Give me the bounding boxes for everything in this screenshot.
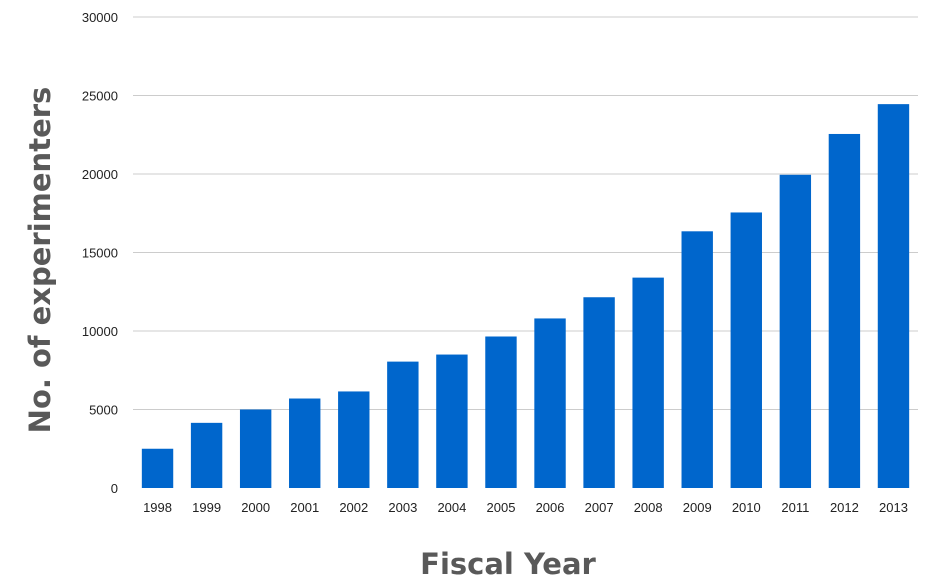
bar-2010 (730, 212, 762, 488)
bar-2011 (779, 174, 812, 488)
x-tick-label: 2008 (634, 500, 663, 515)
bar-1999 (190, 422, 223, 488)
bar-1998 (141, 448, 174, 488)
x-tick-label: 1998 (143, 500, 172, 515)
y-tick-label: 5000 (89, 403, 118, 418)
bar-2009 (681, 231, 713, 488)
y-axis-title: No. of experimenters (23, 87, 57, 434)
x-axis-ticks: 1998 1999 2000 2001 2002 2003 2004 2005 2006 2007… (143, 500, 908, 515)
x-tick-label: 2003 (388, 500, 417, 515)
y-axis-ticks: 0 5000 10000 15000 20000 25000 30000 (82, 10, 118, 496)
x-tick-label: 1999 (192, 500, 221, 515)
bar-2006 (534, 318, 566, 488)
x-tick-label: 2005 (487, 500, 516, 515)
y-tick-label: 20000 (82, 167, 118, 182)
bar-2000 (239, 409, 272, 488)
bar-2008 (632, 277, 664, 488)
x-tick-label: 2010 (732, 500, 761, 515)
y-tick-label: 15000 (82, 246, 118, 261)
x-tick-label: 2001 (290, 500, 319, 515)
y-tick-label: 10000 (82, 324, 118, 339)
bars (141, 104, 910, 488)
x-tick-label: 2013 (879, 500, 908, 515)
x-tick-label: 2006 (536, 500, 565, 515)
y-tick-label: 0 (111, 481, 118, 496)
x-tick-label: 2011 (781, 500, 809, 515)
x-tick-label: 2000 (241, 500, 270, 515)
x-tick-label: 2009 (683, 500, 712, 515)
x-tick-label: 2007 (585, 500, 614, 515)
bar-2002 (338, 391, 370, 488)
bar-2001 (289, 398, 321, 488)
y-tick-label: 25000 (82, 89, 118, 104)
bar-2007 (583, 297, 615, 488)
x-axis-title: Fiscal Year (420, 547, 596, 581)
bar-2012 (828, 133, 861, 488)
bar-2003 (387, 361, 419, 488)
y-tick-label: 30000 (82, 10, 118, 25)
x-tick-label: 2002 (339, 500, 368, 515)
bar-2013 (877, 104, 910, 488)
bar-2004 (436, 354, 468, 488)
x-tick-label: 2012 (830, 500, 859, 515)
x-tick-label: 2004 (437, 500, 466, 515)
bar-2005 (485, 336, 517, 488)
